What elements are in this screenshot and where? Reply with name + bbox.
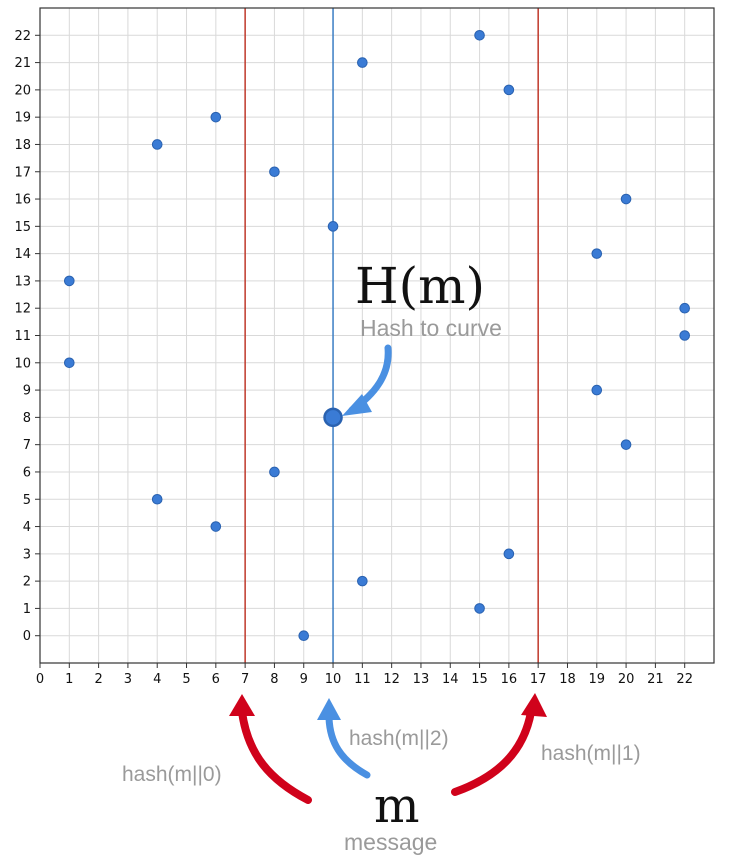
y-tick-label: 20 xyxy=(14,83,31,98)
y-tick-label: 9 xyxy=(23,384,31,399)
hash1-arrow xyxy=(451,708,535,796)
hash0-arrow xyxy=(238,708,312,804)
data-point xyxy=(474,29,485,41)
x-tick-label: 2 xyxy=(94,672,102,687)
y-tick-label: 4 xyxy=(23,520,31,535)
hash2-label: hash(m||2) xyxy=(349,727,449,750)
data-point xyxy=(269,466,280,478)
data-points xyxy=(64,29,690,642)
hash2-arrow xyxy=(325,714,371,779)
hash0-arrowhead xyxy=(229,694,255,716)
hash2-arrowhead xyxy=(317,698,341,720)
data-point xyxy=(269,166,280,178)
data-point xyxy=(679,302,690,314)
x-tick-label: 0 xyxy=(36,672,44,687)
x-tick-label: 10 xyxy=(325,672,342,687)
x-tick-label: 13 xyxy=(413,672,430,687)
y-tick-label: 6 xyxy=(23,465,31,480)
data-point xyxy=(679,330,690,341)
y-tick-label: 10 xyxy=(14,356,31,371)
data-point xyxy=(503,84,515,96)
y-tick-label: 7 xyxy=(23,438,31,453)
data-point xyxy=(151,493,163,505)
x-tick-label: 18 xyxy=(559,672,576,687)
y-tick-label: 12 xyxy=(14,302,31,317)
y-tick-label: 21 xyxy=(14,56,31,71)
y-tick-label: 5 xyxy=(23,493,31,508)
data-point xyxy=(298,630,310,642)
y-tick-label: 2 xyxy=(23,575,31,590)
x-tick-label: 4 xyxy=(153,672,161,687)
x-tick-label: 20 xyxy=(618,672,635,687)
x-tick-label: 12 xyxy=(383,672,400,687)
hash-to-curve-arrowhead xyxy=(342,394,372,416)
vertical-lines xyxy=(244,8,539,663)
data-point xyxy=(64,275,75,287)
x-tick-label: 8 xyxy=(270,672,278,687)
y-tick-label: 11 xyxy=(14,329,31,344)
x-tick-label: 11 xyxy=(354,672,371,687)
hash-to-curve-label: Hash to curve xyxy=(360,315,502,341)
hash0-label: hash(m||0) xyxy=(122,763,222,786)
x-tick-label: 15 xyxy=(471,672,488,687)
data-point xyxy=(210,111,222,123)
data-point xyxy=(620,193,632,205)
y-tick-label: 8 xyxy=(23,411,31,426)
hash1-label: hash(m||1) xyxy=(541,742,641,765)
message-symbol: m xyxy=(374,778,420,834)
y-tick-label: 15 xyxy=(14,220,31,235)
y-tick-label: 3 xyxy=(23,547,31,562)
data-point xyxy=(591,248,603,259)
data-point xyxy=(474,603,485,614)
hash-to-curve-symbol: H(m) xyxy=(355,257,485,315)
y-tick-label: 19 xyxy=(14,111,31,126)
x-tick-label: 22 xyxy=(676,672,693,687)
message-label: message xyxy=(344,829,437,855)
x-tick-label: 5 xyxy=(182,672,190,687)
data-point xyxy=(591,384,603,396)
hash1-arrowhead xyxy=(521,693,547,717)
data-point xyxy=(151,139,163,150)
y-tick-label: 1 xyxy=(23,602,31,617)
x-tick-label: 7 xyxy=(241,672,249,687)
y-tick-label: 13 xyxy=(14,274,31,289)
data-point xyxy=(357,575,368,587)
data-point xyxy=(620,439,632,450)
y-tick-label: 14 xyxy=(14,247,31,262)
hashed-point xyxy=(323,407,343,428)
x-tick-label: 9 xyxy=(300,672,308,687)
data-point xyxy=(64,357,75,369)
x-tick-label: 6 xyxy=(212,672,220,687)
y-tick-label: 18 xyxy=(14,138,31,153)
y-tick-label: 16 xyxy=(14,193,31,208)
data-point xyxy=(357,57,368,68)
x-axis: 0 1 2 3 4 5 6 7 8 9 10 11 12 13 14 15 16 17 18 19 20 21 22 xyxy=(36,663,693,687)
y-tick-label: 0 xyxy=(23,629,31,644)
x-tick-label: 21 xyxy=(647,672,664,687)
x-tick-label: 3 xyxy=(124,672,132,687)
x-tick-label: 14 xyxy=(442,672,459,687)
data-point xyxy=(503,548,515,560)
y-tick-label: 17 xyxy=(14,165,31,180)
x-tick-label: 19 xyxy=(589,672,606,687)
x-tick-label: 1 xyxy=(65,672,73,687)
data-point xyxy=(327,221,339,232)
y-tick-label: 22 xyxy=(14,29,31,44)
x-tick-label: 16 xyxy=(501,672,518,687)
x-tick-label: 17 xyxy=(530,672,547,687)
data-point xyxy=(210,521,222,532)
